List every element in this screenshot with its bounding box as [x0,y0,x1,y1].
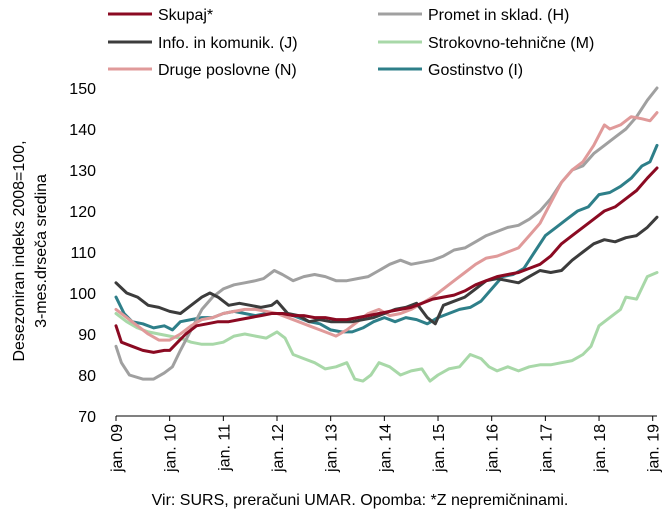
y-tick-label: 70 [78,409,96,426]
legend-label-druge-poslovne-n: Druge poslovne (N) [158,62,297,79]
x-tick-label: jan. 19 [646,424,663,473]
y-tick-label: 110 [70,245,96,262]
legend-label-info-in-komunik-j: Info. in komunik. (J) [158,35,298,52]
y-tick-label: 130 [69,163,96,180]
legend-label-promet-in-sklad-h: Promet in sklad. (H) [428,7,569,24]
legend-label-gostinstvo-i: Gostinstvo (I) [428,62,523,79]
y-tick-label: 140 [69,122,96,139]
series-line-druge-poslovne-n [114,111,659,342]
legend-label-strokovno-tehni-ne-m: Strokovno-tehnične (M) [428,35,594,52]
x-axis: jan. 09 jan. 10 jan. 11 jan. 12 jan. 13 jan. … [109,415,663,473]
y-tick-label: 150 [69,81,96,98]
legend: Skupaj* Info. in komunik. (J) Druge poslov… [108,7,594,79]
plot-area [114,86,659,383]
legend-label-skupaj: Skupaj* [158,7,213,24]
series-line-skupaj [114,166,659,354]
x-tick-label: jan. 10 [163,424,180,473]
y-tick-label: 80 [78,368,96,385]
x-tick-label: jan. 14 [377,424,394,473]
series-line-gostinstvo-i [114,143,659,334]
series-line-strokovno-tehni-ne-m [114,271,659,383]
y-tick-label: 100 [69,286,96,303]
y-tick-label: 120 [69,204,96,221]
source-note: Vir: SURS, preračuni UMAR. Opomba: *Z ne… [152,492,569,509]
x-tick-label: jan. 12 [270,424,287,473]
x-tick-label: jan. 17 [538,424,555,473]
x-tick-label: jan. 16 [485,424,502,473]
x-tick-label: jan. 15 [431,424,448,473]
y-axis: 70 80 90 100 110 120 130 140 150 [69,81,96,426]
y-axis-label-line-1: Desezoniran indeks 2008=100, [11,140,28,361]
y-tick-label: 90 [78,327,96,344]
x-tick-label: jan. 13 [324,424,341,473]
x-tick-label: jan. 09 [109,424,126,473]
x-tick-label: jan. 11 [216,424,233,472]
x-tick-label: jan. 18 [592,424,609,473]
y-axis-label-line-2: 3-mes.drseča sredina [33,174,50,328]
